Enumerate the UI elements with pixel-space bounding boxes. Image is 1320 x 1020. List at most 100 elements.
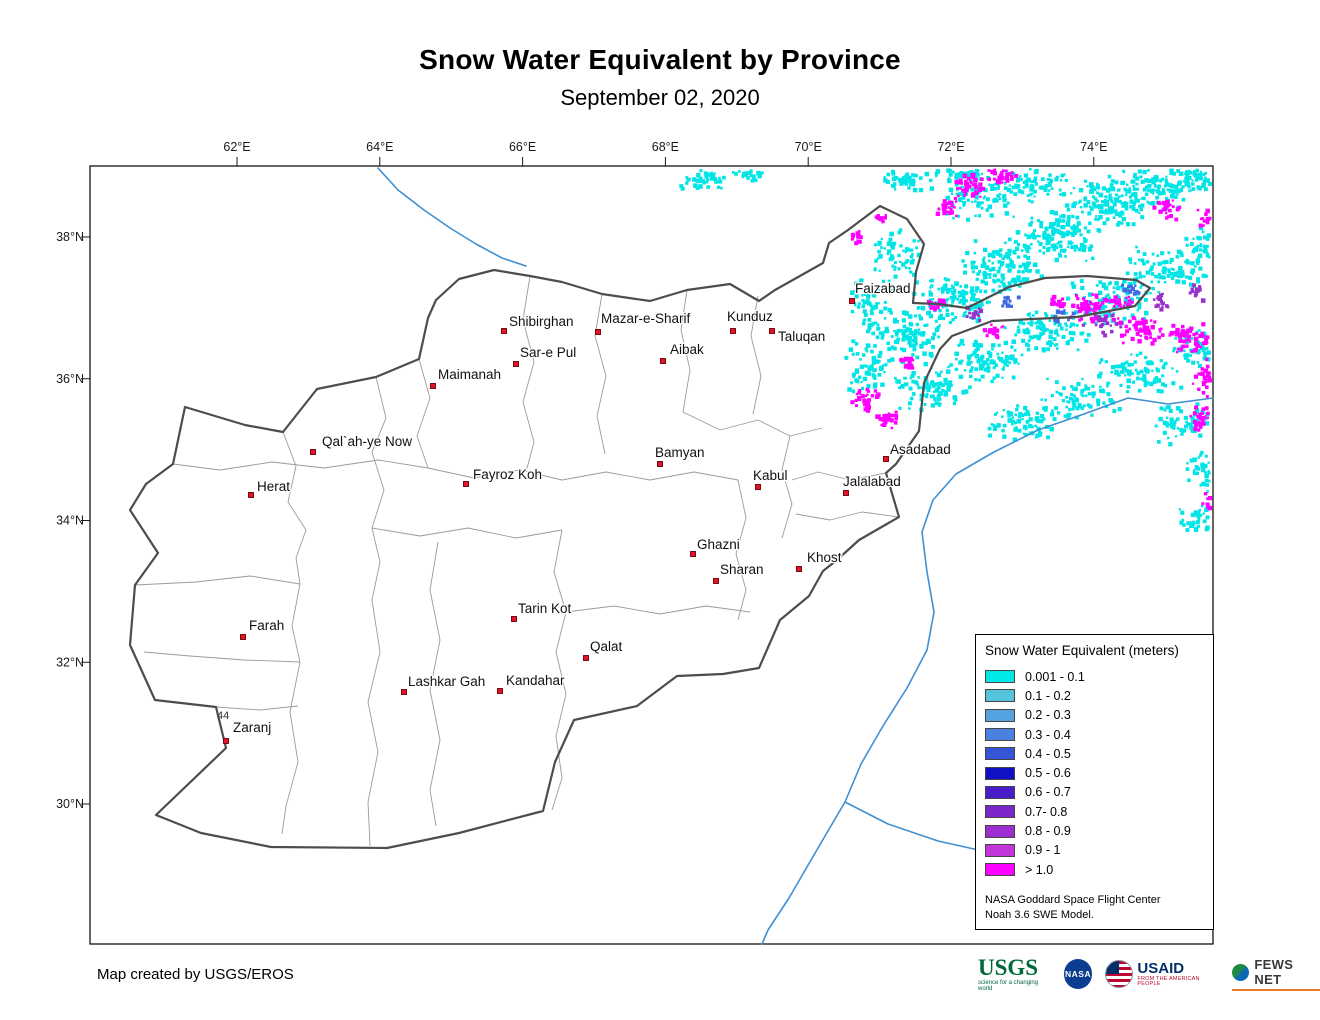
city-label-taluqan: Taluqan [778,329,825,344]
fewsnet-globe-icon [1232,963,1250,981]
province-boundary [594,293,607,455]
legend-row: 0.9 - 1 [985,841,1205,860]
city-label-maimanah: Maimanah [438,367,501,382]
afghanistan-fill [130,206,1150,848]
province-boundary [551,529,567,811]
usaid-emblem-icon [1105,960,1134,988]
city-marker-shibirghan [501,328,507,334]
city-marker-bamyan [657,461,663,467]
city-marker-qalat [583,655,589,661]
legend-row: 0.3 - 0.4 [985,725,1205,744]
legend-range-label: 0.1 - 0.2 [1025,688,1071,703]
lat-axis-label: 36°N [56,372,84,386]
city-marker-lashkar-gah [401,689,407,695]
legend-range-label: 0.8 - 0.9 [1025,824,1071,839]
legend-row: 0.4 - 0.5 [985,744,1205,763]
city-marker-aibak [660,358,666,364]
usaid-logo: USAID FROM THE AMERICAN PEOPLE [1105,960,1219,988]
province-boundary [680,289,691,413]
province-boundary [291,583,301,663]
province-boundary [416,358,431,469]
city-label-mazar-e-sharif: Mazar-e-Sharif [601,311,691,326]
city-label-qal-ah-ye-now: Qal`ah-ye Now [322,434,412,449]
city-label-qalat: Qalat [590,639,623,654]
usgs-logo: USGS science for a changing world [978,956,1051,992]
river-line [377,167,527,267]
city-marker-fayroz-koh [463,481,469,487]
usaid-logo-text: USAID [1137,959,1185,977]
legend-color-swatch [985,747,1015,761]
lon-axis-label: 70°E [795,140,822,154]
city-label-tarin-kot: Tarin Kot [518,601,572,616]
legend-rows: 0.001 - 0.1 0.1 - 0.2 0.2 - 0.3 0.3 - 0.4 0.… [985,667,1205,879]
province-boundary [750,295,762,415]
legend-color-swatch [985,824,1015,838]
city-marker-zaranj [223,738,229,744]
city-marker-kandahar [497,688,503,694]
city-marker-herat [248,492,254,498]
province-boundary [371,376,387,601]
province-boundary [134,575,301,586]
legend-row: 0.1 - 0.2 [985,686,1205,705]
city-label-jalalabad: Jalalabad [843,474,901,489]
province-boundary [427,467,739,481]
province-boundary [735,479,747,621]
legend-row: 0.6 - 0.7 [985,783,1205,802]
city-marker-farah [240,634,246,640]
city-label-zaranj: Zaranj [233,720,271,735]
city-marker-khost [796,566,802,572]
city-label-kunduz: Kunduz [727,309,773,324]
legend-color-swatch [985,689,1015,703]
city-label-shibirghan: Shibirghan [509,314,574,329]
city-marker-kabul [755,484,761,490]
legend-color-swatch [985,728,1015,742]
legend-source-line2: Noah 3.6 SWE Model. [985,909,1094,922]
fewsnet-logo: FEWS NET [1232,957,1320,991]
city-marker-taluqan [769,328,775,334]
city-marker-maimanah [430,383,436,389]
legend-row: 0.7- 0.8 [985,802,1205,821]
legend-range-label: 0.2 - 0.3 [1025,708,1071,723]
legend-color-swatch [985,708,1015,722]
city-label-faizabad: Faizabad [855,281,911,296]
city-label-ghazni: Ghazni [697,537,740,552]
province-boundary [172,459,429,471]
legend-color-swatch [985,766,1015,780]
province-boundary [682,411,823,437]
city-label-sharan: Sharan [720,562,764,577]
legend-row: 0.5 - 0.6 [985,763,1205,782]
usaid-logo-tagline: FROM THE AMERICAN PEOPLE [1137,975,1200,987]
legend-source-line1: NASA Goddard Space Flight Center [985,894,1161,907]
lon-axis-label: 62°E [223,140,250,154]
city-label-lashkar-gah: Lashkar Gah [408,674,485,689]
province-boundary [281,661,301,835]
legend-range-label: 0.3 - 0.4 [1025,727,1071,742]
city-marker-tarin-kot [511,616,517,622]
province-boundary [429,541,441,827]
province-boundary [215,705,299,711]
legend-range-label: 0.5 - 0.6 [1025,766,1071,781]
map-credit: Map created by USGS/EROS [97,966,294,983]
cities-layer: Faizabad Shibirghan Mazar-e-Sharif Kunduz Ta… [217,280,952,744]
city-label-kabul: Kabul [753,468,788,483]
city-label-herat: Herat [257,479,290,494]
city-marker-qal-ah-ye-now [310,449,316,455]
province-boundary [565,605,751,615]
province-boundary [791,471,887,481]
lon-axis-label: 68°E [652,140,679,154]
city-marker-sar-e-pul [513,361,519,367]
legend-range-label: 0.7- 0.8 [1025,804,1068,819]
city-marker-asadabad [883,456,889,462]
lat-axis-label: 32°N [56,655,84,669]
legend-color-swatch [985,843,1015,857]
usgs-logo-tagline: science for a changing world [978,980,1039,992]
city-label-bamyan: Bamyan [655,445,705,460]
legend-color-swatch [985,805,1015,819]
legend-color-swatch [985,785,1015,799]
lat-axis-label: 34°N [56,514,84,528]
lat-axis-label: 30°N [56,797,84,811]
legend-range-label: 0.4 - 0.5 [1025,746,1071,761]
province-boundary [522,275,535,473]
lon-axis-label: 74°E [1080,140,1107,154]
